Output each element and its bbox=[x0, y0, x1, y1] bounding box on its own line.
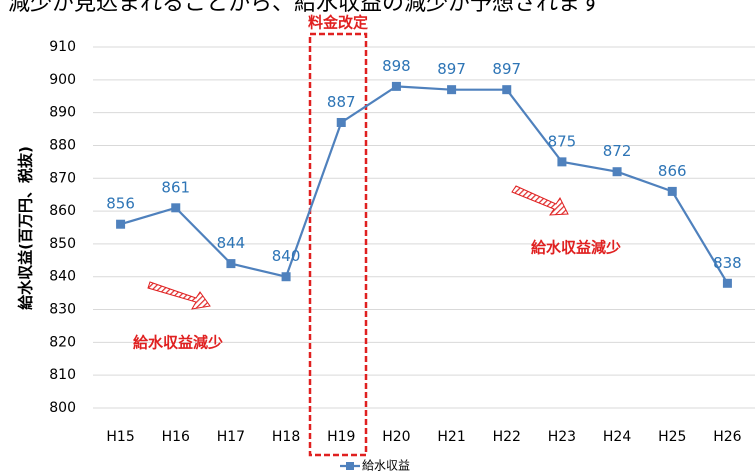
data-label: 897 bbox=[492, 60, 521, 78]
x-tick-label: H17 bbox=[217, 429, 245, 445]
marker bbox=[226, 259, 236, 269]
annotation: 給水収益減少 bbox=[133, 334, 223, 352]
data-label: 856 bbox=[106, 195, 135, 213]
x-tick-label: H19 bbox=[327, 429, 355, 445]
data-label: 844 bbox=[217, 234, 246, 252]
annotation: 給水収益減少 bbox=[531, 239, 621, 257]
data-label: 840 bbox=[272, 247, 301, 265]
data-label: 898 bbox=[382, 57, 411, 75]
marker bbox=[667, 186, 677, 196]
x-tick-label: H21 bbox=[437, 429, 465, 445]
y-tick-label: 870 bbox=[49, 170, 76, 186]
data-label: 872 bbox=[603, 142, 632, 160]
legend-label: 給水収益 bbox=[362, 459, 410, 473]
y-tick-label: 850 bbox=[49, 236, 76, 252]
y-tick-label: 810 bbox=[49, 367, 76, 383]
annotation: 料金改定 bbox=[308, 14, 368, 32]
y-tick-label: 800 bbox=[49, 400, 76, 416]
y-tick-label: 840 bbox=[49, 269, 76, 285]
marker bbox=[612, 167, 622, 177]
data-label: 866 bbox=[658, 162, 687, 180]
y-tick-label: 880 bbox=[49, 137, 76, 153]
marker bbox=[116, 219, 126, 229]
marker bbox=[281, 272, 291, 282]
highlight-box bbox=[308, 32, 368, 457]
x-tick-label: H26 bbox=[713, 429, 741, 445]
x-tick-label: H25 bbox=[658, 429, 686, 445]
line bbox=[120, 85, 729, 284]
data-label: 875 bbox=[548, 132, 577, 150]
data-label: 838 bbox=[713, 254, 742, 272]
arrow bbox=[147, 281, 211, 310]
y-axis-label: 給水収益(百万円、税抜) bbox=[17, 146, 35, 310]
x-tick-label: H16 bbox=[162, 429, 190, 445]
x-tick-label: H23 bbox=[548, 429, 576, 445]
marker bbox=[336, 117, 346, 127]
subtitle: 減少が見込まれることから、給水収益の減少が予想されます bbox=[8, 0, 602, 16]
y-tick-label: 900 bbox=[49, 72, 76, 88]
legend-marker bbox=[346, 462, 354, 470]
marker bbox=[502, 85, 512, 95]
marker bbox=[171, 203, 181, 213]
y-tick-label: 860 bbox=[49, 203, 76, 219]
y-tick-label: 820 bbox=[49, 334, 76, 350]
x-tick-label: H24 bbox=[603, 429, 631, 445]
y-tick-label: 910 bbox=[49, 39, 76, 55]
marker bbox=[447, 85, 457, 95]
x-tick-label: H22 bbox=[493, 429, 521, 445]
marker bbox=[722, 278, 732, 288]
arrow bbox=[511, 185, 569, 216]
x-tick-label: H15 bbox=[106, 429, 134, 445]
data-label: 897 bbox=[437, 60, 466, 78]
data-label: 887 bbox=[327, 93, 356, 111]
y-tick-label: 830 bbox=[49, 302, 76, 318]
marker bbox=[557, 157, 567, 167]
marker bbox=[391, 81, 401, 91]
y-tick-label: 890 bbox=[49, 105, 76, 121]
x-tick-label: H20 bbox=[382, 429, 410, 445]
data-label: 861 bbox=[161, 178, 190, 196]
x-tick-label: H18 bbox=[272, 429, 300, 445]
